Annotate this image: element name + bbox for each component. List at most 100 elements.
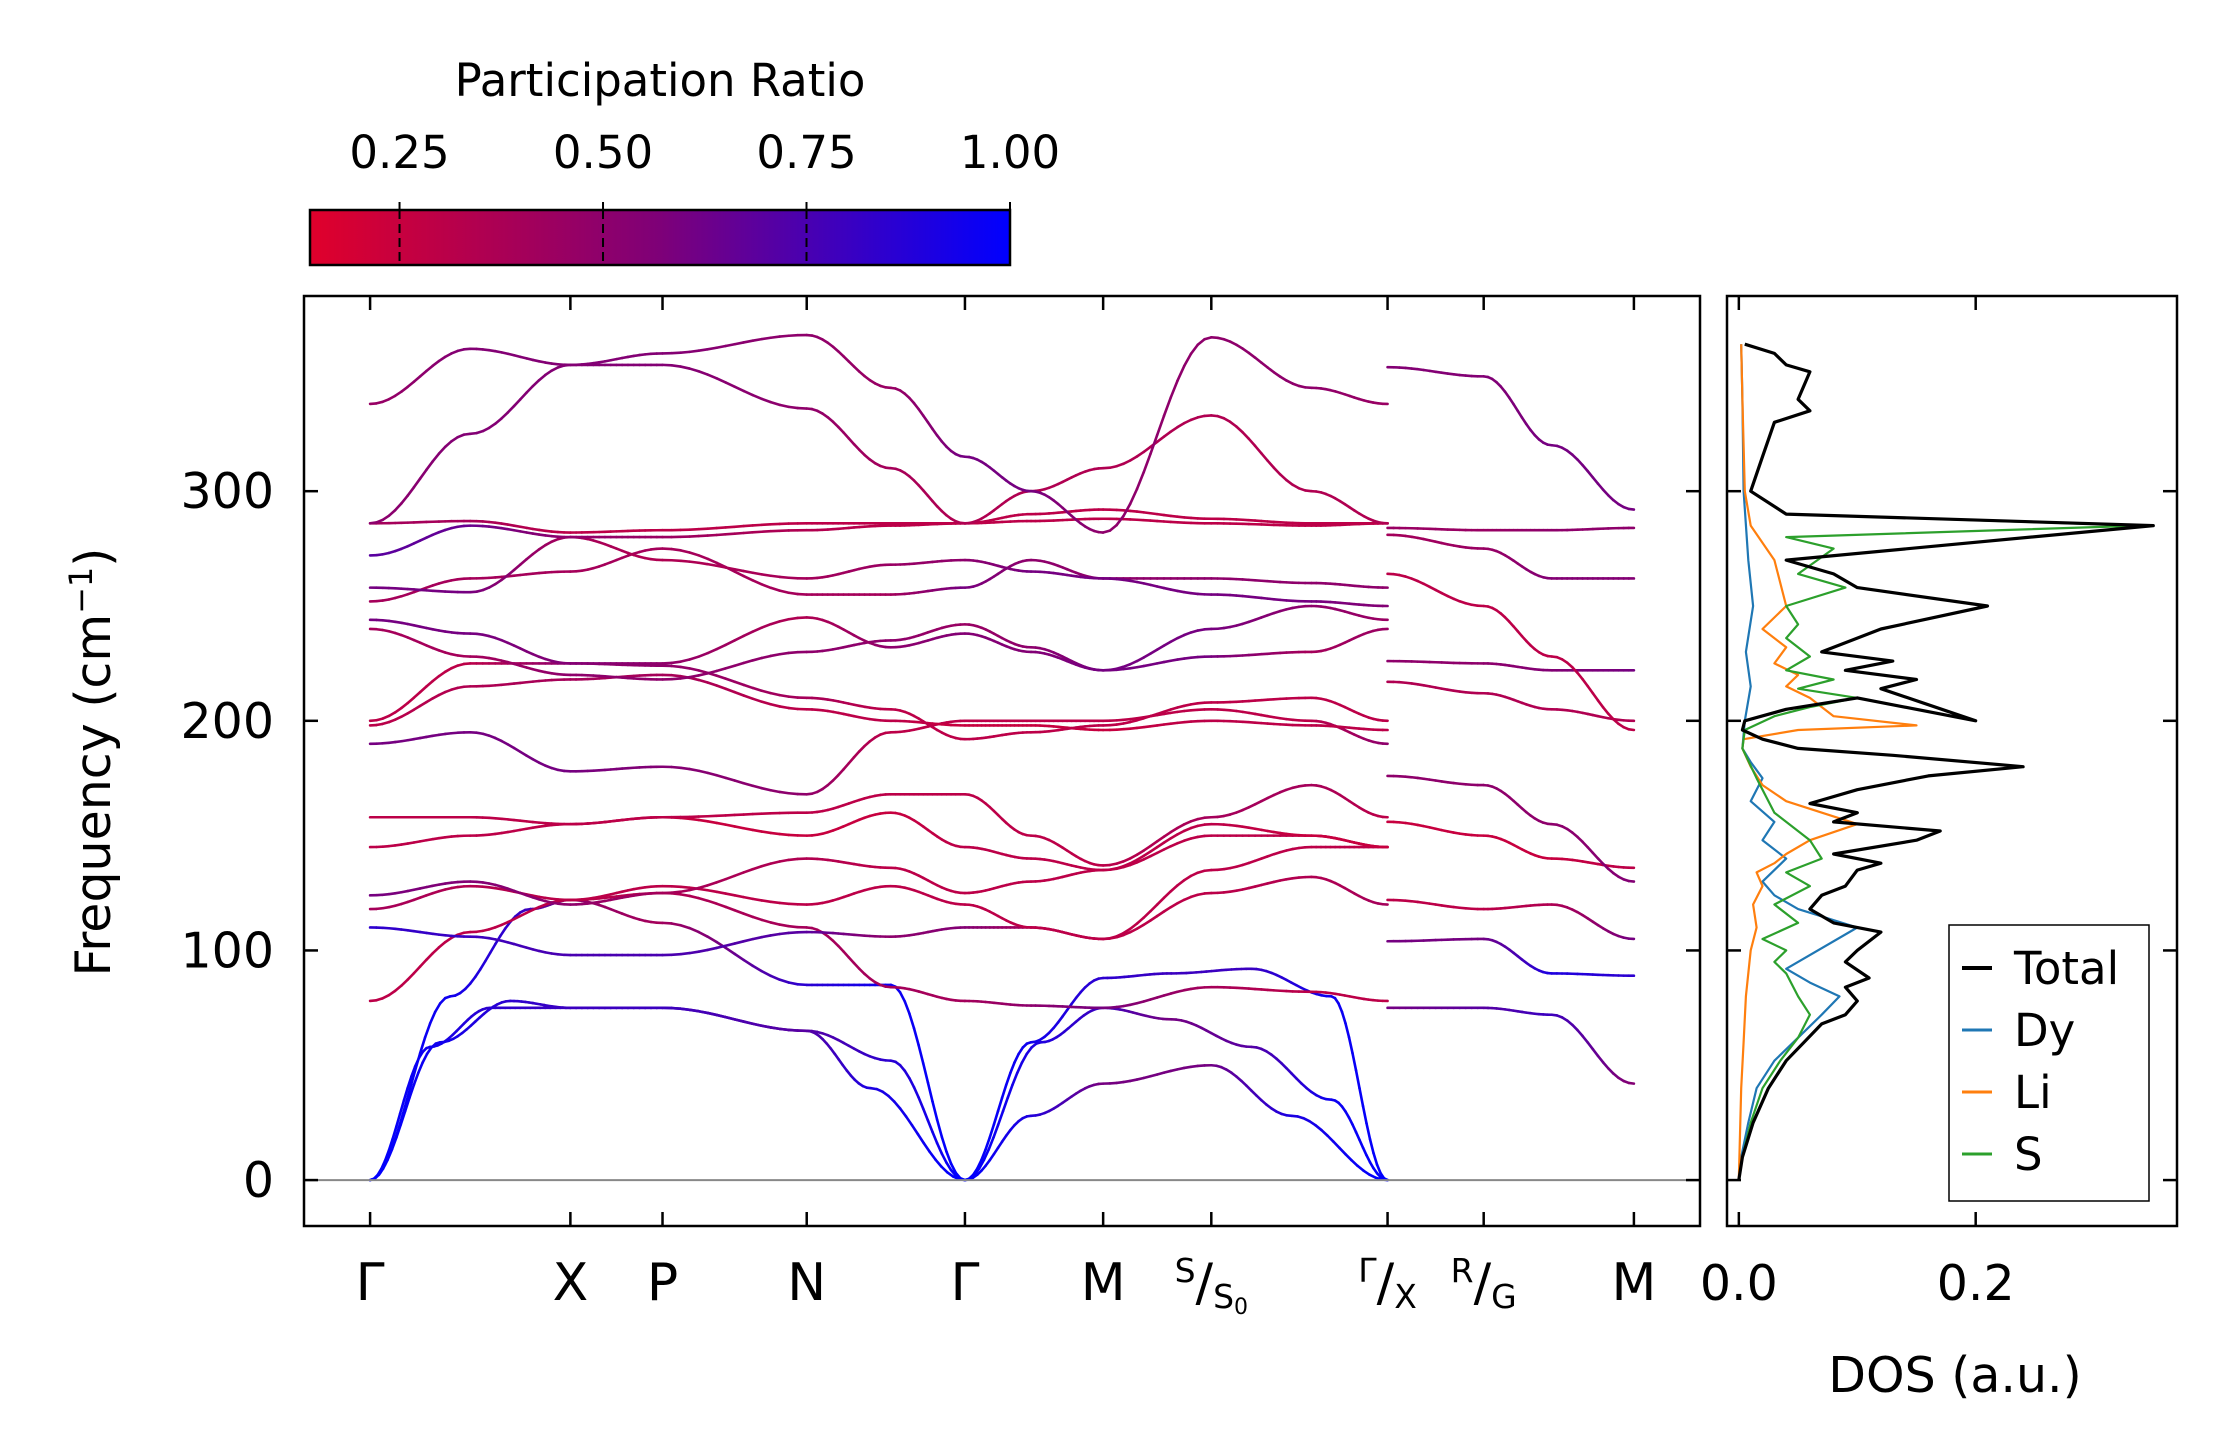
band-segment (787, 930, 800, 935)
kpoint-label-sub: X (1394, 1277, 1417, 1316)
band-segment (742, 339, 754, 344)
band-segment (1627, 1081, 1636, 1085)
band-segment (412, 477, 422, 489)
band-segment (715, 944, 727, 950)
band-segment (1344, 1021, 1351, 1039)
band-segment (724, 687, 736, 694)
band-segment (751, 337, 763, 343)
band-segment (724, 874, 736, 881)
band-segment (688, 817, 700, 822)
band-segment (393, 984, 403, 993)
kpoint-label-sup: S (1175, 1251, 1196, 1290)
band-segment (406, 971, 416, 981)
band-segment (1155, 414, 1166, 437)
band-segment (1142, 445, 1152, 454)
band-segment (437, 445, 447, 455)
band-segment (1581, 677, 1590, 688)
band-segment (898, 1107, 908, 1118)
band-segment (1006, 1083, 1014, 1100)
band-segment (715, 377, 727, 384)
band-segment (842, 950, 851, 959)
band-segment (688, 950, 700, 955)
band-segment (769, 900, 781, 905)
band-segment (425, 364, 434, 373)
band-segment (1162, 905, 1173, 913)
band-segment (706, 562, 718, 568)
band-segment (706, 946, 718, 952)
band-segment (996, 1109, 1005, 1126)
band-segment (724, 639, 736, 647)
band-segment (418, 685, 428, 694)
y-tick-label: 100 (180, 922, 274, 979)
band-segment (697, 554, 709, 561)
colorbar-ticks: 0.25 0.50 0.75 1.00 (349, 126, 1060, 265)
band-segment (1135, 450, 1146, 458)
band-segment (742, 937, 754, 943)
band-segment (670, 673, 682, 678)
band-segment (387, 508, 397, 518)
band-segment (688, 926, 700, 934)
band-band-high-1 (368, 363, 1389, 525)
band-gx-10 (1386, 526, 1636, 532)
band-segment (670, 677, 682, 681)
band-segment (1169, 884, 1179, 893)
band-segment (893, 1100, 902, 1110)
band-segment (787, 902, 800, 906)
band-segment (670, 660, 682, 665)
band-segment (679, 665, 691, 670)
band-acoustic-1 (368, 1006, 1389, 1182)
band-segment (1344, 1152, 1353, 1162)
band-segment (1358, 1138, 1365, 1150)
band-segment (751, 1022, 763, 1028)
band-segment (1142, 919, 1152, 927)
band-segment (1591, 1047, 1600, 1058)
band-segment (688, 886, 700, 892)
band-segment (769, 335, 781, 340)
band-segment (715, 890, 727, 895)
band-segment (984, 1136, 992, 1151)
band-segment (402, 1086, 409, 1102)
band-segment (400, 701, 409, 710)
band-segment (412, 375, 422, 384)
band-segment (706, 820, 718, 825)
band-segment (493, 417, 503, 425)
band-segment (1020, 1052, 1029, 1064)
band-segment (724, 776, 736, 782)
band-segment (1011, 1071, 1019, 1087)
band-segment (408, 1069, 417, 1090)
band-band-240 (368, 623, 1389, 681)
band-segment (1162, 430, 1173, 438)
band-segment (1189, 343, 1200, 356)
band-segment (1368, 1137, 1375, 1155)
band-segment (949, 1162, 957, 1174)
band-segment (661, 921, 673, 925)
kpoint-label: M (1611, 1253, 1656, 1313)
band-segment (1340, 1010, 1347, 1025)
band-segment (1122, 502, 1132, 518)
band-segment (706, 533, 718, 537)
band-segment (715, 674, 727, 680)
band-segment (506, 404, 516, 414)
band-segment (945, 1150, 953, 1165)
band-segment (393, 1122, 402, 1141)
band-segment (742, 630, 754, 638)
band-segment (751, 915, 763, 922)
y-tick-label: 300 (180, 463, 274, 520)
band-segment (468, 975, 477, 985)
band-segment (778, 693, 790, 698)
band-segment (437, 940, 447, 949)
band-segment (697, 930, 709, 938)
band-segment (706, 669, 718, 675)
band-segment (1155, 896, 1166, 906)
band-segment (751, 656, 763, 662)
band-segment (910, 1123, 920, 1136)
band-segment (742, 524, 754, 528)
band-segment (898, 991, 907, 1003)
band-segment (751, 864, 763, 871)
dos-line-total (1737, 342, 2155, 1181)
kpoint-labels: Γ X P N Γ M S/S0Γ/XR/G M (356, 1251, 1657, 1320)
band-segment (778, 931, 790, 936)
band-segment (847, 437, 856, 446)
band-band-145 (368, 811, 1389, 872)
